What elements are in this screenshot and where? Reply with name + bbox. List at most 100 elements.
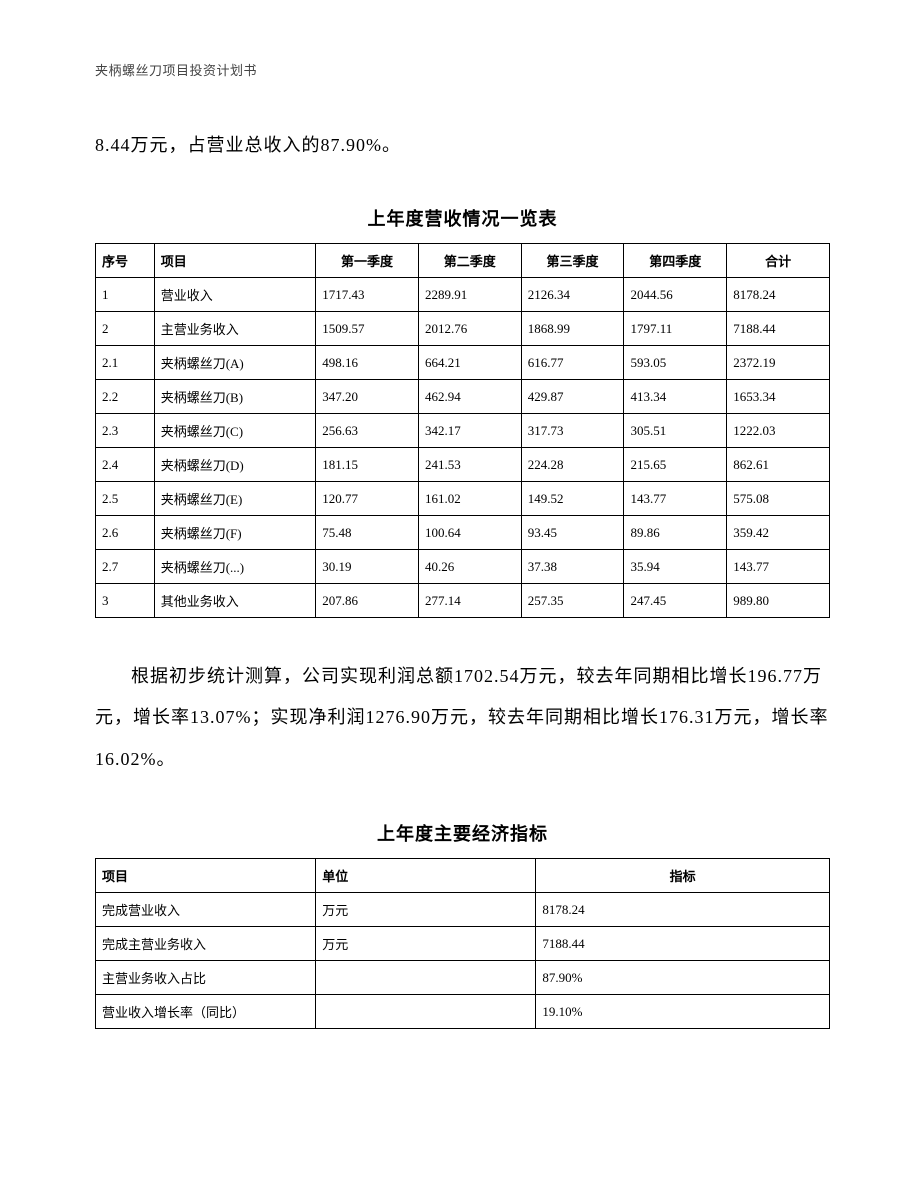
indicator-table: 项目 单位 指标 完成营业收入万元8178.24完成主营业务收入万元7188.4… (95, 858, 830, 1029)
table-cell: 30.19 (316, 550, 419, 584)
col-total: 合计 (727, 244, 830, 278)
table-cell: 181.15 (316, 448, 419, 482)
table1-title: 上年度营收情况一览表 (95, 205, 830, 231)
table-cell: 主营业务收入 (154, 312, 315, 346)
table-cell: 夹柄螺丝刀(...) (154, 550, 315, 584)
table-cell: 夹柄螺丝刀(D) (154, 448, 315, 482)
table-cell: 19.10% (536, 995, 830, 1029)
table-cell: 93.45 (521, 516, 624, 550)
table-cell: 2372.19 (727, 346, 830, 380)
table-cell: 1868.99 (521, 312, 624, 346)
table-cell: 616.77 (521, 346, 624, 380)
table-cell: 7188.44 (536, 927, 830, 961)
table-row: 3其他业务收入207.86277.14257.35247.45989.80 (96, 584, 830, 618)
col-q4: 第四季度 (624, 244, 727, 278)
page-header: 夹柄螺丝刀项目投资计划书 (95, 60, 830, 79)
table-cell: 8178.24 (727, 278, 830, 312)
table-cell: 429.87 (521, 380, 624, 414)
table-cell: 120.77 (316, 482, 419, 516)
table-cell: 2.4 (96, 448, 155, 482)
table-cell (316, 995, 536, 1029)
table-cell: 万元 (316, 927, 536, 961)
col-project: 项目 (96, 859, 316, 893)
table2-title: 上年度主要经济指标 (95, 820, 830, 846)
table-cell: 主营业务收入占比 (96, 961, 316, 995)
col-item: 项目 (154, 244, 315, 278)
table-cell: 2.3 (96, 414, 155, 448)
table-cell: 862.61 (727, 448, 830, 482)
table-cell: 342.17 (418, 414, 521, 448)
table-cell: 其他业务收入 (154, 584, 315, 618)
table-cell: 2126.34 (521, 278, 624, 312)
table-header-row: 项目 单位 指标 (96, 859, 830, 893)
col-seq: 序号 (96, 244, 155, 278)
table-row: 2.5夹柄螺丝刀(E)120.77161.02149.52143.77575.0… (96, 482, 830, 516)
table-cell: 夹柄螺丝刀(B) (154, 380, 315, 414)
table-cell: 2.7 (96, 550, 155, 584)
table-cell: 7188.44 (727, 312, 830, 346)
table-cell: 1653.34 (727, 380, 830, 414)
table-cell: 夹柄螺丝刀(E) (154, 482, 315, 516)
table-cell: 万元 (316, 893, 536, 927)
table-row: 2.3夹柄螺丝刀(C)256.63342.17317.73305.511222.… (96, 414, 830, 448)
table-cell: 462.94 (418, 380, 521, 414)
table-row: 营业收入增长率（同比） 19.10% (96, 995, 830, 1029)
table-cell: 224.28 (521, 448, 624, 482)
table-cell: 207.86 (316, 584, 419, 618)
table-cell: 2289.91 (418, 278, 521, 312)
revenue-table: 序号 项目 第一季度 第二季度 第三季度 第四季度 合计 1营业收入1717.4… (95, 243, 830, 618)
table-cell: 2.1 (96, 346, 155, 380)
table-row: 2.7夹柄螺丝刀(...)30.1940.2637.3835.94143.77 (96, 550, 830, 584)
table-cell: 161.02 (418, 482, 521, 516)
table-cell: 215.65 (624, 448, 727, 482)
table-cell: 1509.57 (316, 312, 419, 346)
table-cell: 575.08 (727, 482, 830, 516)
table-cell: 2.6 (96, 516, 155, 550)
table-cell: 8178.24 (536, 893, 830, 927)
table-cell: 35.94 (624, 550, 727, 584)
table-row: 2.1夹柄螺丝刀(A)498.16664.21616.77593.052372.… (96, 346, 830, 380)
table-row: 主营业务收入占比 87.90% (96, 961, 830, 995)
table-cell: 营业收入增长率（同比） (96, 995, 316, 1029)
col-unit: 单位 (316, 859, 536, 893)
table-row: 2.6夹柄螺丝刀(F)75.48100.6493.4589.86359.42 (96, 516, 830, 550)
table-cell: 257.35 (521, 584, 624, 618)
table-row: 1营业收入1717.432289.912126.342044.568178.24 (96, 278, 830, 312)
table-cell: 593.05 (624, 346, 727, 380)
table-cell: 241.53 (418, 448, 521, 482)
table-cell: 40.26 (418, 550, 521, 584)
table-cell: 498.16 (316, 346, 419, 380)
intro-paragraph: 8.44万元，占营业总收入的87.90%。 (95, 127, 830, 163)
table-cell: 完成主营业务收入 (96, 927, 316, 961)
table-cell: 87.90% (536, 961, 830, 995)
table-row: 2主营业务收入1509.572012.761868.991797.117188.… (96, 312, 830, 346)
table-cell: 营业收入 (154, 278, 315, 312)
table-cell: 277.14 (418, 584, 521, 618)
table-cell: 2.2 (96, 380, 155, 414)
table-cell: 143.77 (727, 550, 830, 584)
analysis-paragraph: 根据初步统计测算，公司实现利润总额1702.54万元，较去年同期相比增长196.… (95, 656, 830, 780)
table-cell: 1717.43 (316, 278, 419, 312)
table-cell: 75.48 (316, 516, 419, 550)
table-cell: 413.34 (624, 380, 727, 414)
table-cell: 2.5 (96, 482, 155, 516)
col-q2: 第二季度 (418, 244, 521, 278)
col-index: 指标 (536, 859, 830, 893)
table-cell: 305.51 (624, 414, 727, 448)
table-cell: 347.20 (316, 380, 419, 414)
table-row: 2.2夹柄螺丝刀(B)347.20462.94429.87413.341653.… (96, 380, 830, 414)
table-cell: 1222.03 (727, 414, 830, 448)
table-header-row: 序号 项目 第一季度 第二季度 第三季度 第四季度 合计 (96, 244, 830, 278)
table-row: 完成营业收入万元8178.24 (96, 893, 830, 927)
table-cell (316, 961, 536, 995)
table-cell: 夹柄螺丝刀(F) (154, 516, 315, 550)
table-cell: 3 (96, 584, 155, 618)
table-cell: 317.73 (521, 414, 624, 448)
table-cell: 100.64 (418, 516, 521, 550)
table-cell: 完成营业收入 (96, 893, 316, 927)
table-cell: 2 (96, 312, 155, 346)
table-cell: 359.42 (727, 516, 830, 550)
table-cell: 1 (96, 278, 155, 312)
table-cell: 143.77 (624, 482, 727, 516)
col-q3: 第三季度 (521, 244, 624, 278)
